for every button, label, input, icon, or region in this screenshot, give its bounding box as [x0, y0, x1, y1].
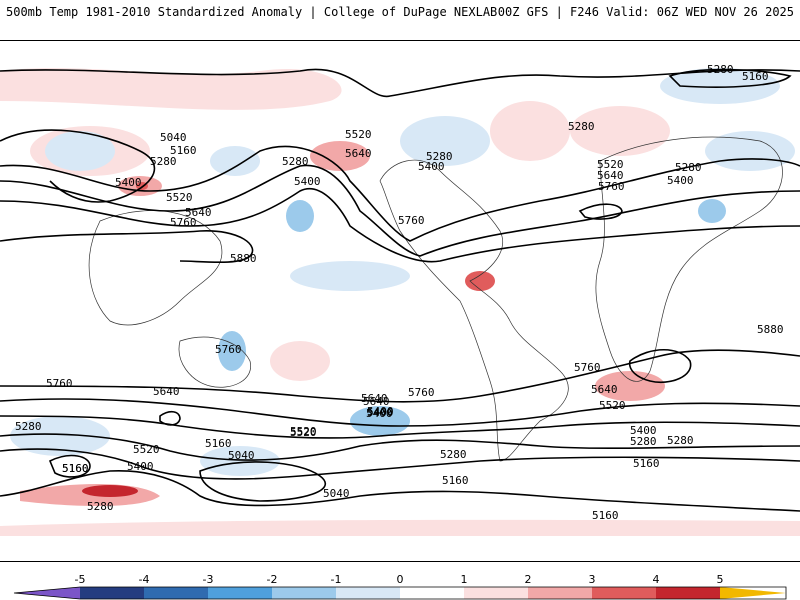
contour-label: 5280 — [630, 435, 657, 448]
colorbar-max-arrow — [720, 587, 786, 599]
contour-label: 5880 — [230, 252, 257, 265]
colorbar-swatch — [208, 587, 272, 599]
contour-label: 5160 — [742, 70, 769, 83]
anomaly-shading — [0, 68, 800, 536]
contour-label: 5760 — [215, 343, 242, 356]
contour-label: 5280 — [707, 63, 734, 76]
contour-label: 5640 — [597, 169, 624, 182]
contour-label: 5400 — [127, 460, 154, 473]
contour-label: 5280 — [150, 155, 177, 168]
contour-label: 5760 — [408, 386, 435, 399]
colorbar-min-arrow — [14, 587, 80, 599]
colorbar-swatch — [400, 587, 464, 599]
contour-label: 5520 — [166, 191, 193, 204]
contour-label: 5280 — [568, 120, 595, 133]
colorbar-tick: 5 — [716, 573, 724, 586]
colorbar-tick: -3 — [202, 573, 214, 586]
colorbar-tick: 1 — [460, 573, 468, 586]
contour-label: 5400 — [418, 160, 445, 173]
contour-label: 5880 — [757, 323, 784, 336]
contour-label: 5640 — [591, 383, 618, 396]
colorbar-swatch — [656, 587, 720, 599]
contour-label: 5400 — [630, 424, 657, 437]
contour-label: 5160 — [170, 144, 197, 157]
weather-map: 5280 5160 5040 5160 5280 5400 5520 5640 … — [0, 40, 800, 562]
colorbar-swatch — [144, 587, 208, 599]
colorbar-tick: 4 — [652, 573, 660, 586]
contour-label: 5160 — [592, 509, 619, 522]
contour-label: 5280 — [667, 434, 694, 447]
contour-label: 5280 — [87, 500, 114, 513]
colorbar-tick: -1 — [330, 573, 342, 586]
contour-label: 5160 — [205, 437, 232, 450]
colorbar-tick: -4 — [138, 573, 150, 586]
colorbar-swatch — [80, 587, 144, 599]
contour-label: 5520 — [599, 399, 626, 412]
contour-label: 5520 — [597, 158, 624, 171]
contour-label: 5160 — [62, 462, 89, 475]
contour-label: 5760 — [398, 214, 425, 227]
contour-label: 5640 — [185, 206, 212, 219]
contour-label: 5280 — [440, 448, 467, 461]
colorbar-tick: -5 — [74, 573, 86, 586]
colorbar-swatch — [464, 587, 528, 599]
contour-label: 5040 — [160, 131, 187, 144]
contour-label: 5760 — [170, 216, 197, 229]
contour-label: 5640 — [361, 392, 388, 405]
contour-label: 5640 — [345, 147, 372, 160]
contour-label: 5160 — [442, 474, 469, 487]
colorbar-tick: -2 — [266, 573, 278, 586]
contour-label: 5040 — [323, 487, 350, 500]
chart-title: 500mb Temp 1981-2010 Standardized Anomal… — [6, 5, 498, 19]
colorbar-tick: 3 — [588, 573, 596, 586]
colorbar-tick: 2 — [524, 573, 532, 586]
contour-label: 5520 — [290, 426, 317, 439]
colorbar-swatch — [528, 587, 592, 599]
contour-label: 5520 — [133, 443, 160, 456]
contour-label: 5160 — [633, 457, 660, 470]
contour-labels: 5280 5160 5040 5160 5280 5400 5520 5640 … — [15, 63, 784, 522]
coastlines — [88, 136, 783, 462]
contour-label: 5400 — [367, 405, 394, 418]
contour-label: 5400 — [115, 176, 142, 189]
contour-label: 5040 — [228, 449, 255, 462]
contour-label: 5400 — [366, 407, 393, 420]
contour-label: 5280 — [282, 155, 309, 168]
contour-label: 5640 — [363, 395, 390, 408]
contour-label: 5400 — [667, 174, 694, 187]
contour-label: 5280 — [426, 150, 453, 163]
contour-label: 5160 — [62, 462, 89, 475]
colorbar-swatch — [272, 587, 336, 599]
contour-label: 5760 — [598, 180, 625, 193]
colorbar-swatch — [336, 587, 400, 599]
contour-label: 5280 — [675, 161, 702, 174]
contour-label: 5520 — [290, 425, 317, 438]
height-contours — [0, 68, 800, 512]
contour-label: 5400 — [294, 175, 321, 188]
colorbar-tick: 0 — [396, 573, 404, 586]
contour-label: 5400 — [367, 406, 394, 419]
colorbar-swatch — [592, 587, 656, 599]
contour-label: 5280 — [15, 420, 42, 433]
contour-label: 5760 — [574, 361, 601, 374]
contour-label: 5520 — [345, 128, 372, 141]
anomaly-colorbar — [13, 586, 787, 600]
model-run-info: 00Z GFS | F246 Valid: 06Z WED NOV 26 202… — [497, 5, 794, 19]
contour-label: 5760 — [46, 377, 73, 390]
contour-label: 5640 — [153, 385, 180, 398]
